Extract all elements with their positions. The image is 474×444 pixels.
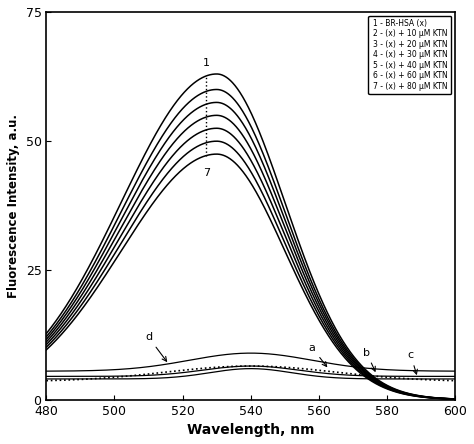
Y-axis label: Fluorescence Intensity, a.u.: Fluorescence Intensity, a.u.	[7, 114, 20, 298]
Text: 7: 7	[203, 168, 210, 178]
Text: b: b	[363, 348, 375, 371]
Legend: 1 - BR-HSA (x), 2 - (x) + 10 μM KTN, 3 - (x) + 20 μM KTN, 4 - (x) + 30 μM KTN, 5: 1 - BR-HSA (x), 2 - (x) + 10 μM KTN, 3 -…	[368, 16, 451, 94]
Text: 1: 1	[203, 58, 210, 68]
Text: a: a	[309, 342, 327, 366]
X-axis label: Wavelength, nm: Wavelength, nm	[187, 423, 314, 437]
Text: d: d	[145, 332, 166, 361]
Text: c: c	[408, 350, 417, 374]
